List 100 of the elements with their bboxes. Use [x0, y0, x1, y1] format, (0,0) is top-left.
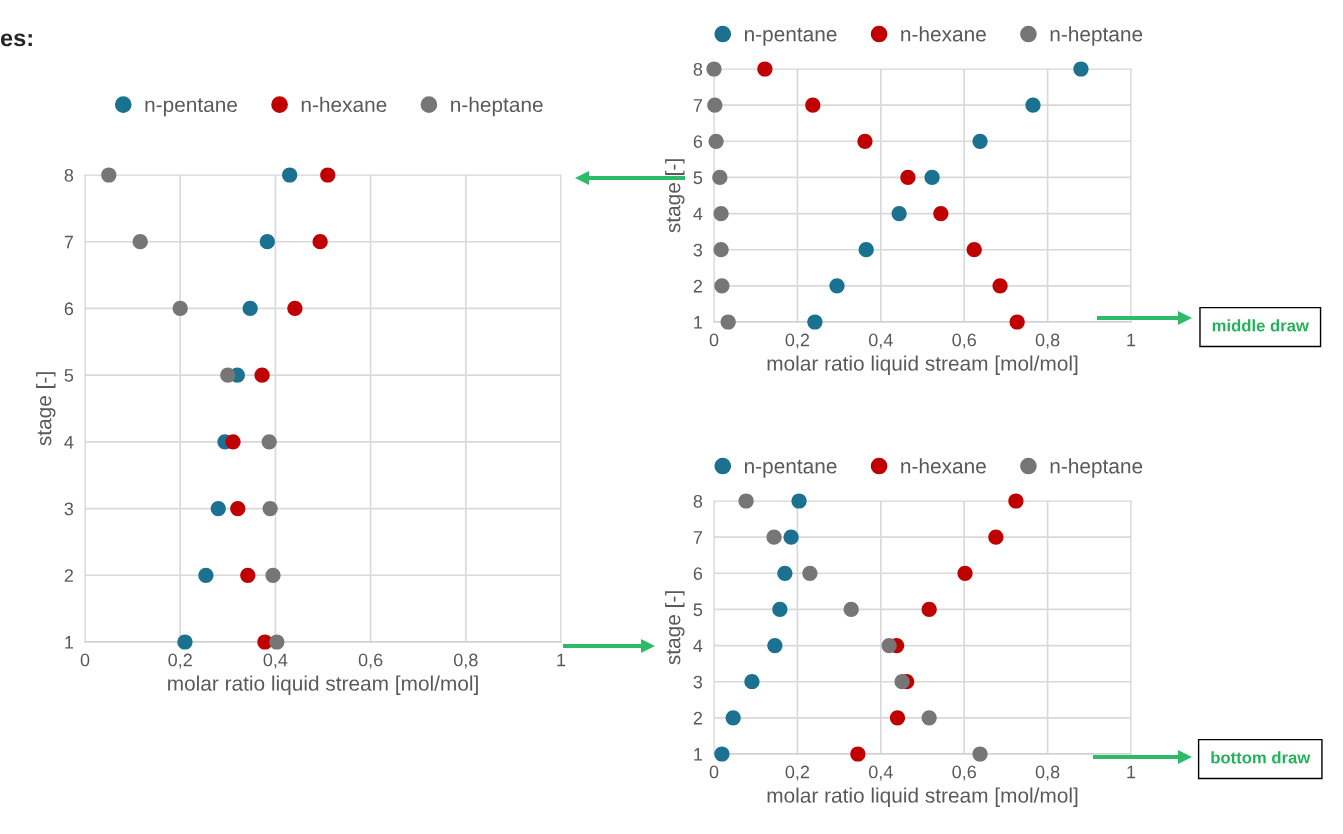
- y-tick-label: 4: [693, 207, 703, 221]
- legend-label: n-hexane: [301, 96, 387, 113]
- y-axis-title: stage [-]: [665, 591, 685, 665]
- point: [972, 746, 988, 762]
- y-tick-label: 2: [693, 711, 702, 725]
- point: [254, 367, 270, 383]
- x-tick-label: 1: [1127, 333, 1136, 347]
- point: [966, 242, 982, 258]
- point: [101, 167, 117, 183]
- point: [1009, 314, 1025, 330]
- y-tick-label: 8: [693, 62, 703, 76]
- x-tick-label: 0,4: [868, 333, 893, 349]
- x-tick-label: 1: [557, 653, 566, 667]
- y-axis-title: stage [-]: [36, 372, 56, 446]
- x-tick-label: 0,2: [785, 333, 810, 349]
- y-tick-label: 5: [693, 171, 703, 185]
- y-tick-label: 6: [693, 135, 703, 149]
- point: [720, 314, 736, 330]
- legend-label: n-hexane: [901, 26, 986, 42]
- y-tick-label: 1: [694, 748, 703, 761]
- point: [772, 601, 788, 618]
- point: [921, 601, 937, 618]
- point: [259, 234, 275, 250]
- point: [225, 434, 241, 450]
- point: [172, 300, 188, 317]
- point: [713, 242, 729, 258]
- point: [312, 234, 328, 250]
- y-tick-label: 3: [693, 675, 703, 689]
- point: [807, 314, 823, 330]
- point: [210, 500, 226, 517]
- y-tick-label: 1: [65, 636, 74, 649]
- point: [777, 565, 793, 581]
- legend-label: n-hexane: [901, 458, 986, 474]
- point: [744, 674, 760, 690]
- point: [889, 710, 906, 726]
- point: [198, 567, 214, 583]
- x-tick-label: 0: [709, 333, 719, 347]
- x-axis-title: molar ratio liquid stream [mol/mol]: [767, 787, 1078, 807]
- x-tick-label: 0,8: [453, 653, 478, 669]
- y-tick-label: 8: [64, 168, 74, 182]
- x-tick-label: 0,8: [1035, 333, 1060, 349]
- y-tick-label: 1: [694, 316, 703, 329]
- point: [881, 637, 897, 654]
- legend-label: n-pentane: [744, 459, 837, 478]
- point: [269, 634, 285, 650]
- x-tick-label: 0,6: [358, 653, 383, 669]
- x-axis-title: molar ratio liquid stream [mol/mol]: [767, 355, 1078, 375]
- point: [992, 278, 1008, 294]
- y-tick-label: 4: [693, 639, 703, 653]
- point: [282, 167, 298, 183]
- point: [320, 167, 336, 183]
- point: [1073, 61, 1089, 77]
- point: [240, 567, 256, 583]
- point: [261, 434, 277, 450]
- point: [802, 565, 818, 581]
- point: [791, 493, 807, 509]
- legend-label: n-heptane: [1050, 458, 1143, 478]
- y-tick-label: 8: [693, 494, 703, 508]
- point: [766, 529, 782, 545]
- point: [894, 674, 910, 690]
- point: [924, 169, 940, 186]
- point: [242, 300, 258, 317]
- point: [177, 634, 193, 650]
- legend-label: n-heptane: [1050, 26, 1143, 46]
- point: [972, 133, 988, 149]
- point: [132, 234, 148, 250]
- legend-label: n-pentane: [145, 98, 237, 117]
- y-tick-label: 5: [64, 369, 74, 382]
- y-tick-label: 2: [693, 279, 702, 293]
- point: [713, 205, 729, 222]
- point: [706, 61, 722, 77]
- y-tick-label: 2: [64, 569, 73, 582]
- y-tick-label: 3: [693, 243, 703, 257]
- point: [857, 133, 873, 149]
- legend-label: n-pentane: [744, 27, 837, 46]
- point: [1008, 493, 1024, 509]
- x-tick-label: 0,2: [785, 765, 810, 781]
- point: [757, 61, 773, 77]
- x-tick-label: 0: [80, 653, 90, 667]
- point: [712, 169, 728, 186]
- y-axis-title: stage [-]: [665, 159, 685, 233]
- y-tick-label: 7: [693, 531, 702, 544]
- point: [850, 746, 866, 762]
- point: [1025, 97, 1041, 113]
- x-tick-label: 0: [709, 765, 719, 779]
- text: bottom draw: [1211, 751, 1311, 764]
- text: middle draw: [1212, 319, 1309, 332]
- point: [933, 205, 949, 222]
- point: [725, 710, 741, 726]
- x-tick-label: 0,6: [952, 765, 976, 781]
- point: [767, 637, 783, 654]
- point: [957, 565, 973, 581]
- x-tick-label: 1: [1127, 765, 1136, 779]
- y-tick-label: 7: [64, 235, 73, 249]
- y-tick-label: 3: [64, 502, 74, 516]
- x-tick-label: 0,8: [1035, 765, 1060, 781]
- y-tick-label: 6: [64, 302, 74, 316]
- point: [829, 278, 845, 294]
- point: [287, 300, 303, 317]
- point: [921, 710, 937, 726]
